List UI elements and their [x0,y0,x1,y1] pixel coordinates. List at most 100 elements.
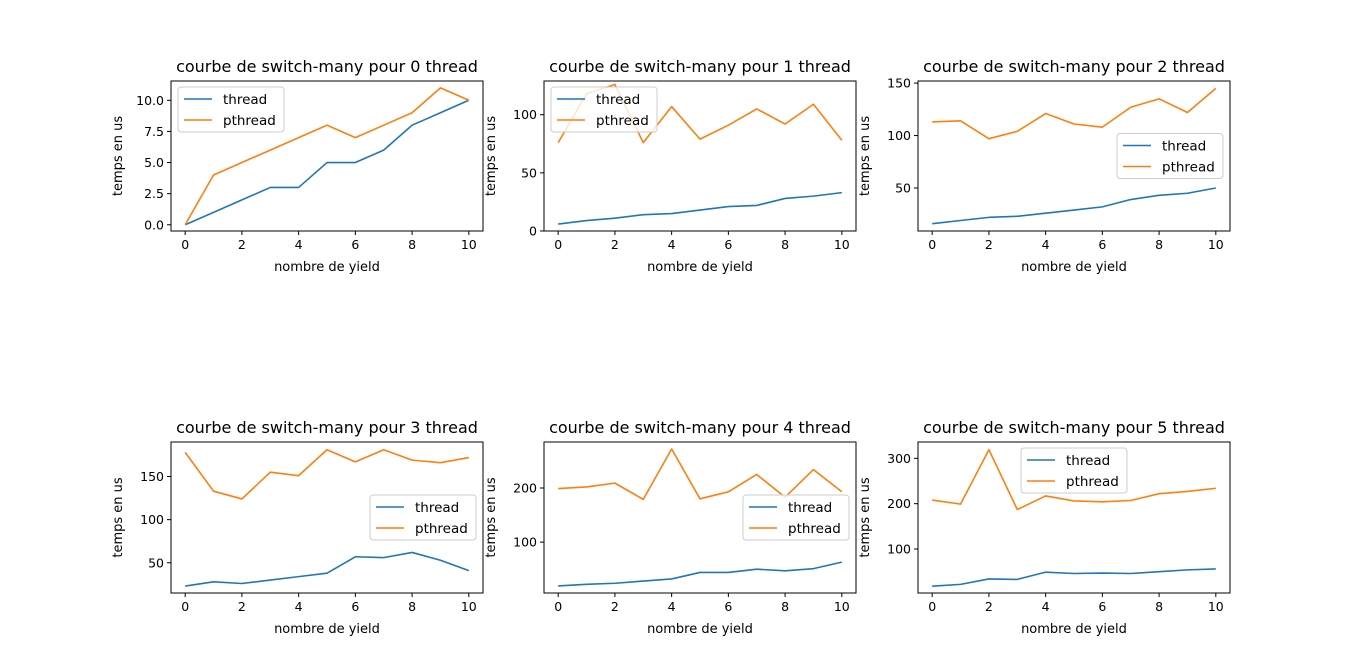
x-tick-label: 6 [1098,599,1106,614]
chart-title: courbe de switch-many pour 4 thread [549,418,851,437]
y-tick-label: 300 [887,451,911,466]
x-tick-label: 0 [554,237,562,252]
legend: thread pthread [1116,133,1224,179]
chart-title: courbe de switch-many pour 5 thread [923,418,1225,437]
y-tick-label: 200 [513,481,537,496]
x-axis-label: nombre de yield [274,622,380,637]
subplot-4: courbe de switch-many pour 4 thread 0 2 4 6 8… [484,418,857,637]
series-line-pthread [932,87,1217,140]
series-line-pthread [184,87,470,226]
y-axis-label: temps en us [858,116,873,197]
x-tick-label: 0 [928,237,936,252]
x-tick-label: 10 [1208,237,1224,252]
y-tick-label: 150 [887,76,911,91]
legend-entry-thread: thread [1162,139,1206,155]
y-tick-label: 50 [148,555,164,570]
y-tick-label: 50 [521,165,537,180]
axes-frame [170,441,484,594]
x-tick-label: 10 [461,237,477,252]
series-line-pthread [932,448,1216,511]
legend: thread pthread [369,494,477,541]
x-tick-label: 10 [834,599,850,614]
subplot-1: courbe de switch-many pour 1 thread 0 2 4 6 8… [484,57,857,275]
x-axis-label: nombre de yield [647,622,753,637]
series-line-thread [558,191,842,225]
x-tick-label: 6 [351,237,359,252]
series-line-pthread [184,448,469,500]
y-tick-label: 0.0 [144,217,164,232]
y-axis-label: temps en us [484,477,499,558]
y-tick-label: 100 [513,535,537,550]
chart-title: courbe de switch-many pour 2 thread [923,57,1225,76]
x-tick-label: 2 [611,599,619,614]
series-line-thread [185,551,470,587]
legend-entry-pthread: pthread [596,113,649,129]
y-tick-label: 2.5 [144,186,164,201]
x-tick-label: 4 [1042,237,1050,252]
axes-frame [543,441,857,594]
axes-frame [917,80,1231,232]
subplot-5: courbe de switch-many pour 5 thread 0 2 4 6 8… [858,418,1231,637]
y-axis-label: temps en us [111,116,126,197]
x-tick-label: 8 [781,599,789,614]
legend: thread pthread [177,86,285,133]
subplot-0: courbe de switch-many pour 0 thread 0 2 4 6 8… [111,57,484,275]
subplot-2: courbe de switch-many pour 2 thread 0 2 4 6 8… [858,57,1231,275]
x-tick-label: 8 [781,237,789,252]
chart-title: courbe de switch-many pour 3 thread [176,418,478,437]
x-tick-label: 2 [238,599,246,614]
y-tick-label: 150 [140,469,164,484]
subplot-3: courbe de switch-many pour 3 thread 0 2 4 6 8… [111,418,484,637]
y-axis-label: temps en us [858,477,873,558]
axes-frame [170,80,484,232]
y-tick-label: 100 [513,107,537,122]
y-tick-label: 0 [529,224,537,239]
legend-entry-thread: thread [1066,453,1110,469]
x-tick-label: 0 [181,599,189,614]
x-axis-label: nombre de yield [1021,260,1127,275]
x-tick-label: 6 [1098,237,1106,252]
x-tick-label: 4 [668,237,676,252]
legend-entry-thread: thread [788,500,832,516]
legend-entry-pthread: pthread [223,113,276,129]
legend-entry-thread: thread [415,500,459,516]
y-tick-label: 100 [140,512,164,527]
legend-entry-pthread: pthread [1066,474,1119,490]
legend-entry-pthread: pthread [788,521,841,537]
x-tick-label: 0 [928,599,936,614]
x-tick-label: 4 [668,599,676,614]
x-tick-label: 6 [351,599,359,614]
chart-title: courbe de switch-many pour 1 thread [549,57,851,76]
x-tick-label: 2 [985,599,993,614]
legend-entry-thread: thread [596,92,640,108]
x-tick-label: 10 [461,599,477,614]
x-tick-label: 4 [295,237,303,252]
legend: thread pthread [742,494,850,541]
y-tick-label: 5.0 [144,155,164,170]
series-line-pthread [558,448,843,501]
x-axis-label: nombre de yield [647,260,753,275]
y-axis-label: temps en us [111,477,126,558]
x-axis-label: nombre de yield [1021,622,1127,637]
axes-frame [543,80,857,232]
x-tick-label: 6 [724,599,732,614]
legend-entry-thread: thread [223,92,267,108]
y-tick-label: 10.0 [136,93,164,108]
x-tick-label: 10 [1208,599,1224,614]
legend: thread pthread [1020,447,1128,494]
x-tick-label: 10 [834,237,850,252]
x-tick-label: 8 [408,599,416,614]
x-tick-label: 4 [295,599,303,614]
x-tick-label: 4 [1042,599,1050,614]
series-line-thread [932,187,1216,225]
x-tick-label: 2 [238,237,246,252]
x-tick-label: 2 [985,237,993,252]
y-axis-label: temps en us [484,116,499,197]
x-tick-label: 6 [724,237,732,252]
legend: thread pthread [550,86,658,133]
x-tick-label: 8 [408,237,416,252]
x-tick-label: 8 [1155,237,1163,252]
y-tick-label: 100 [887,128,911,143]
y-tick-label: 7.5 [144,124,164,139]
